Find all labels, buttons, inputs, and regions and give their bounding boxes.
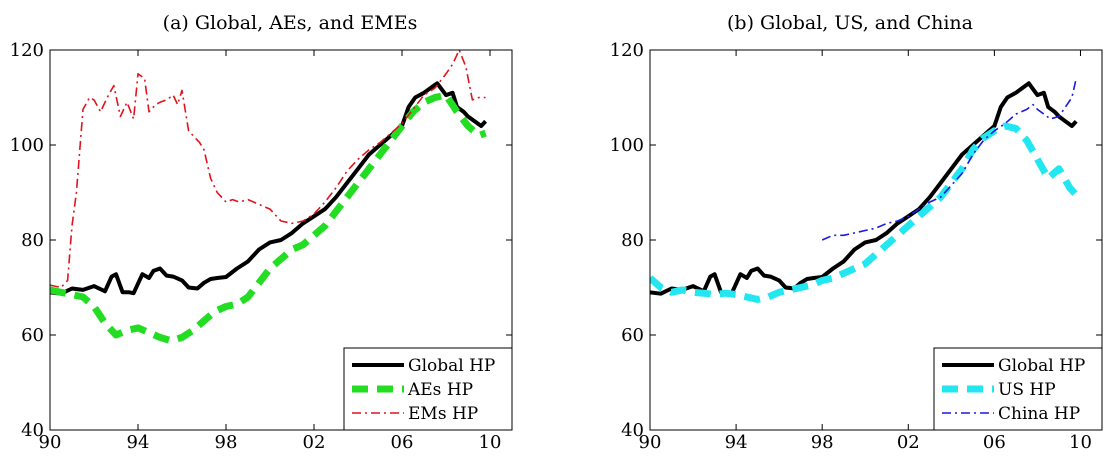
series-line-global-hp <box>50 81 488 296</box>
y-tick-label: 60 <box>621 325 644 346</box>
y-tick-label: 100 <box>10 135 44 156</box>
y-tick-label: 40 <box>21 420 44 441</box>
x-tick-label: 98 <box>811 432 834 453</box>
legend: Global HP US HP China HP <box>933 347 1103 431</box>
panel-a-title: (a) Global, AEs, and EMEs <box>162 12 418 34</box>
series-line-aes-hp <box>50 91 487 345</box>
series-line-ems-hp <box>50 50 486 289</box>
x-tick-label: 06 <box>391 432 414 453</box>
legend-label: US HP <box>998 380 1056 400</box>
series-line-china-hp <box>821 78 1077 241</box>
legend-label: AEs HP <box>407 380 473 400</box>
x-tick-label: 90 <box>639 432 662 453</box>
x-tick-label: 02 <box>897 432 920 453</box>
y-tick-label: 40 <box>621 420 644 441</box>
y-tick-label: 80 <box>621 230 644 251</box>
x-tick-label: 10 <box>479 432 502 453</box>
y-tick-label: 60 <box>21 325 44 346</box>
x-tick-label: 94 <box>725 432 748 453</box>
chart-panel-0: 90 94 98 02 06 10 40 60 80 100 120 Global HP AEs HP E… <box>10 40 513 453</box>
series-line-us-hp <box>650 122 1079 303</box>
y-tick-label: 120 <box>610 40 644 61</box>
legend-label: EMs HP <box>408 404 478 424</box>
legend-label: Global HP <box>408 356 495 376</box>
legend-label: Global HP <box>998 356 1085 376</box>
legend: Global HP AEs HP EMs HP <box>343 347 513 431</box>
y-tick-label: 80 <box>21 230 44 251</box>
x-tick-label: 06 <box>983 432 1006 453</box>
panel-b-title: (b) Global, US, and China <box>727 12 973 34</box>
x-tick-label: 10 <box>1069 432 1092 453</box>
x-tick-label: 90 <box>39 432 62 453</box>
legend-box <box>933 347 1103 431</box>
y-tick-label: 120 <box>10 40 44 61</box>
x-tick-label: 02 <box>303 432 326 453</box>
chart-panel-1: 90 94 98 02 06 10 40 60 80 100 120 Global HP US HP Ch… <box>610 40 1103 453</box>
x-tick-label: 94 <box>127 432 150 453</box>
x-tick-label: 98 <box>215 432 238 453</box>
legend-label: China HP <box>998 404 1080 424</box>
y-tick-label: 100 <box>610 135 644 156</box>
legend-box <box>343 347 513 431</box>
